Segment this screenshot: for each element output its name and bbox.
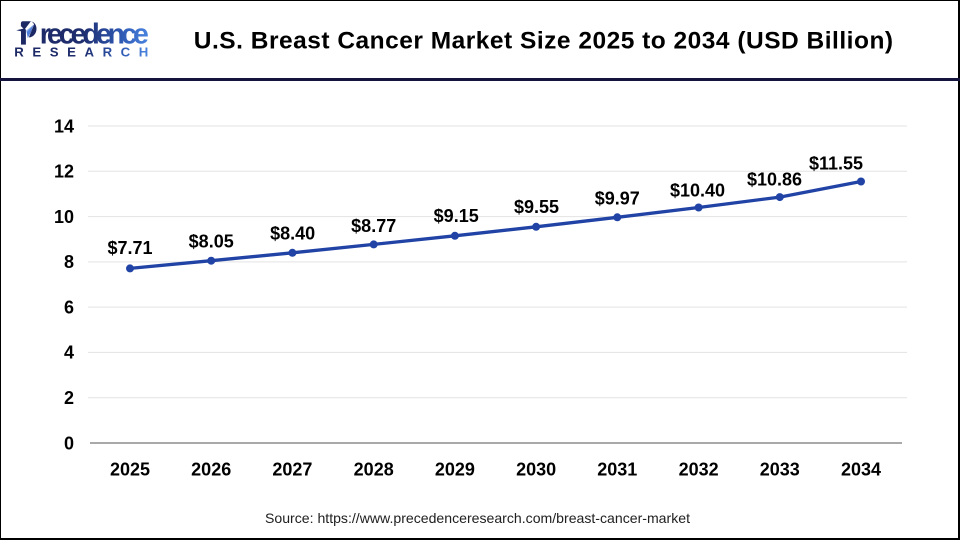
- svg-text:$10.40: $10.40: [670, 180, 725, 200]
- svg-text:$8.05: $8.05: [189, 231, 234, 251]
- svg-text:$10.86: $10.86: [747, 170, 802, 190]
- svg-text:2027: 2027: [272, 460, 312, 480]
- svg-text:12: 12: [54, 162, 74, 182]
- svg-text:$9.97: $9.97: [595, 188, 640, 208]
- svg-text:2034: 2034: [841, 460, 881, 480]
- svg-text:0: 0: [64, 433, 74, 453]
- svg-text:U.S. Breast Cancer Market Size: U.S. Breast Cancer Market Size 2025 to 2…: [194, 28, 894, 55]
- svg-text:2025: 2025: [110, 460, 150, 480]
- svg-text:$11.55: $11.55: [809, 154, 863, 174]
- svg-text:recedence: recedence: [40, 18, 149, 50]
- svg-text:2032: 2032: [679, 460, 719, 480]
- svg-text:2031: 2031: [597, 460, 637, 480]
- svg-text:6: 6: [64, 297, 74, 317]
- svg-text:2: 2: [64, 388, 74, 408]
- svg-text:14: 14: [54, 116, 74, 136]
- svg-text:2033: 2033: [760, 460, 800, 480]
- svg-text:2028: 2028: [354, 460, 394, 480]
- svg-text:$9.55: $9.55: [514, 197, 559, 217]
- svg-text:$8.77: $8.77: [351, 216, 396, 236]
- svg-text:$8.40: $8.40: [270, 224, 315, 244]
- svg-text:4: 4: [64, 343, 74, 363]
- svg-text:2029: 2029: [435, 460, 475, 480]
- svg-text:$9.15: $9.15: [434, 206, 479, 226]
- svg-text:10: 10: [54, 207, 74, 227]
- svg-text:2030: 2030: [516, 460, 556, 480]
- svg-text:2026: 2026: [191, 460, 231, 480]
- svg-text:$7.71: $7.71: [107, 238, 152, 258]
- svg-text:8: 8: [64, 252, 74, 272]
- svg-text:Source: https://www.precedence: Source: https://www.precedenceresearch.c…: [265, 510, 690, 526]
